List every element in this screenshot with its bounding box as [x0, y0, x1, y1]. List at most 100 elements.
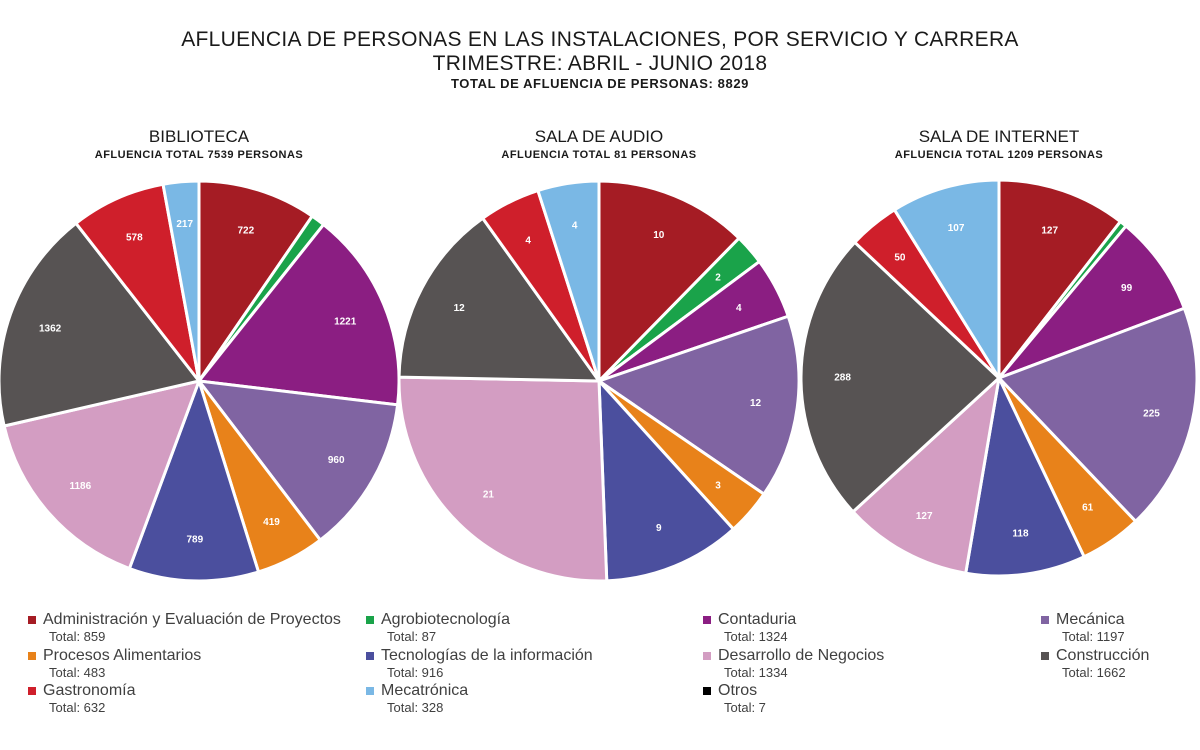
pie-charts: BIBLIOTECA AFLUENCIA TOTAL 7539 PERSONAS 7…	[0, 127, 1199, 583]
overall-total: TOTAL DE AFLUENCIA DE PERSONAS: 8829	[450, 76, 749, 91]
slice-value-label: 3	[715, 480, 721, 491]
legend-row: Gastronomía	[28, 681, 135, 701]
legend-row: Tecnologías de la información	[366, 646, 593, 666]
pie-sala-de-internet: SALA DE INTERNET AFLUENCIA TOTAL 1209 PER…	[799, 127, 1199, 578]
legend-label: Mecatrónica	[381, 682, 469, 699]
slice-value-label: 9	[656, 523, 662, 534]
legend-swatch	[366, 616, 374, 624]
legend-total: Total: 328	[387, 700, 444, 715]
slice-value-label: 50	[894, 253, 906, 264]
pie-slice-construccion	[799, 240, 1001, 514]
slice-value-label: 61	[1082, 502, 1094, 513]
slice-value-label: 217	[176, 219, 193, 230]
pie-slice-construccion	[397, 216, 601, 383]
legend-item-tecnologias-de-la-informacion: Tecnologías de la información Total: 916	[366, 646, 593, 680]
pie-subtitle: AFLUENCIA TOTAL 1209 PERSONAS	[895, 149, 1103, 161]
legend-swatch	[703, 652, 711, 660]
legend-swatch	[28, 652, 36, 660]
legend-label: Tecnologías de la información	[381, 647, 593, 664]
slice-value-label: 722	[237, 226, 254, 237]
slice-value-label: 1221	[334, 317, 357, 328]
legend-total: Total: 483	[49, 665, 106, 680]
pie-slice-tecnologias-de-la-informacion	[127, 379, 261, 583]
legend-label: Administración y Evaluación de Proyectos	[43, 611, 341, 628]
slice-value-label: 4	[525, 235, 531, 246]
slice-value-label: 2	[715, 273, 721, 284]
legend-row: Contaduria	[703, 610, 796, 630]
pie-slice-mecatronica	[892, 178, 1001, 380]
slice-value-label: 21	[483, 489, 495, 500]
legend-row: Agrobiotecnología	[366, 610, 510, 630]
pie-slice-contaduria	[997, 224, 1186, 380]
legend-swatch	[1041, 652, 1049, 660]
pie-sala-de-audio: SALA DE AUDIO AFLUENCIA TOTAL 81 PERSONAS…	[397, 127, 801, 583]
slice-value-label: 127	[1041, 226, 1058, 237]
legend-total: Total: 632	[49, 700, 106, 715]
slice-value-label: 419	[263, 517, 280, 528]
legend-label: Agrobiotecnología	[381, 611, 510, 628]
legend-item-contaduria: Contaduria Total: 1324	[703, 610, 796, 644]
pie-slice-tecnologias-de-la-informacion	[597, 379, 735, 583]
slice-value-label: 4	[736, 303, 742, 314]
slice-value-label: 288	[834, 373, 851, 384]
chart-header: AFLUENCIA DE PERSONAS EN LAS INSTALACION…	[0, 28, 1200, 92]
legend-label: Contaduria	[718, 611, 797, 628]
slice-value-label: 107	[948, 223, 965, 234]
pie-slice-gastronomia	[74, 182, 201, 383]
chart-title: AFLUENCIA DE PERSONAS EN LAS INSTALACION…	[181, 28, 1019, 51]
legend-item-otros: Otros Total: 7	[703, 681, 766, 715]
legend-total: Total: 1662	[1062, 665, 1126, 680]
pie-biblioteca: BIBLIOTECA AFLUENCIA TOTAL 7539 PERSONAS 7…	[0, 127, 401, 583]
pie-slice-mecanica	[197, 379, 400, 542]
pie-slice-administracion-y-evaluacion-de-proyectos	[597, 179, 741, 383]
legend-total: Total: 1324	[724, 629, 788, 644]
legend-item-gastronomia: Gastronomía Total: 632	[28, 681, 135, 715]
slice-value-label: 1186	[69, 481, 91, 492]
pie-slice-desarrollo-de-negocios	[397, 375, 609, 583]
pie-slice-construccion	[0, 221, 201, 428]
slice-value-label: 99	[1121, 283, 1133, 294]
legend-row: Mecatrónica	[366, 681, 468, 701]
slice-value-label: 1362	[39, 324, 62, 335]
legend-label: Construcción	[1056, 647, 1150, 664]
pie-slice-administracion-y-evaluacion-de-proyectos	[197, 179, 314, 383]
pie-slice-mecatronica	[536, 179, 601, 383]
legend-total: Total: 1197	[1062, 629, 1125, 644]
legend-item-administracion-y-evaluacion-de-proyectos: Administración y Evaluación de Proyectos…	[28, 610, 341, 644]
slice-value-label: 960	[328, 455, 345, 466]
legend-swatch	[1041, 616, 1049, 624]
legend-swatch	[703, 687, 711, 695]
pie-slice-mecanica	[597, 314, 801, 496]
legend-total: Total: 87	[387, 629, 437, 644]
legend-item-mecatronica: Mecatrónica Total: 328	[366, 681, 468, 715]
legend-item-procesos-alimentarios: Procesos Alimentarios Total: 483	[28, 646, 201, 680]
legend-label: Otros	[718, 682, 758, 699]
slice-value-label: 12	[750, 398, 762, 409]
legend-item-agrobiotecnologia: Agrobiotecnología Total: 87	[366, 610, 510, 644]
pie-subtitle: AFLUENCIA TOTAL 7539 PERSONAS	[95, 149, 303, 161]
legend-swatch	[703, 616, 711, 624]
legend-total: Total: 1334	[724, 665, 788, 680]
pie-slice-desarrollo-de-negocios	[851, 376, 1001, 575]
pie-slice-tecnologias-de-la-informacion	[964, 376, 1086, 578]
legend-label: Procesos Alimentarios	[43, 647, 202, 664]
legend-row: Otros	[703, 681, 766, 701]
slice-value-label: 4	[572, 220, 578, 231]
slice-value-label: 118	[1012, 528, 1029, 539]
pie-subtitle: AFLUENCIA TOTAL 81 PERSONAS	[501, 149, 696, 161]
legend-total: Total: 7	[724, 700, 766, 715]
slice-value-label: 225	[1143, 408, 1160, 419]
legend-row: Mecánica	[1041, 610, 1125, 630]
chart-subtitle: TRIMESTRE: ABRIL - JUNIO 2018	[432, 52, 768, 75]
slice-value-label: 578	[126, 232, 143, 243]
legend-item-mecanica: Mecánica Total: 1197	[1041, 610, 1125, 644]
legend-label: Gastronomía	[43, 682, 136, 699]
legend-label: Desarrollo de Negocios	[718, 647, 885, 664]
legend-row: Construcción	[1041, 646, 1149, 666]
pie-slice-desarrollo-de-negocios	[2, 379, 201, 570]
pie-title: BIBLIOTECA	[149, 127, 250, 146]
legend-swatch	[28, 616, 36, 624]
legend-item-construccion: Construcción Total: 1662	[1041, 646, 1149, 680]
legend-swatch	[366, 687, 374, 695]
slice-value-label: 789	[186, 534, 203, 545]
